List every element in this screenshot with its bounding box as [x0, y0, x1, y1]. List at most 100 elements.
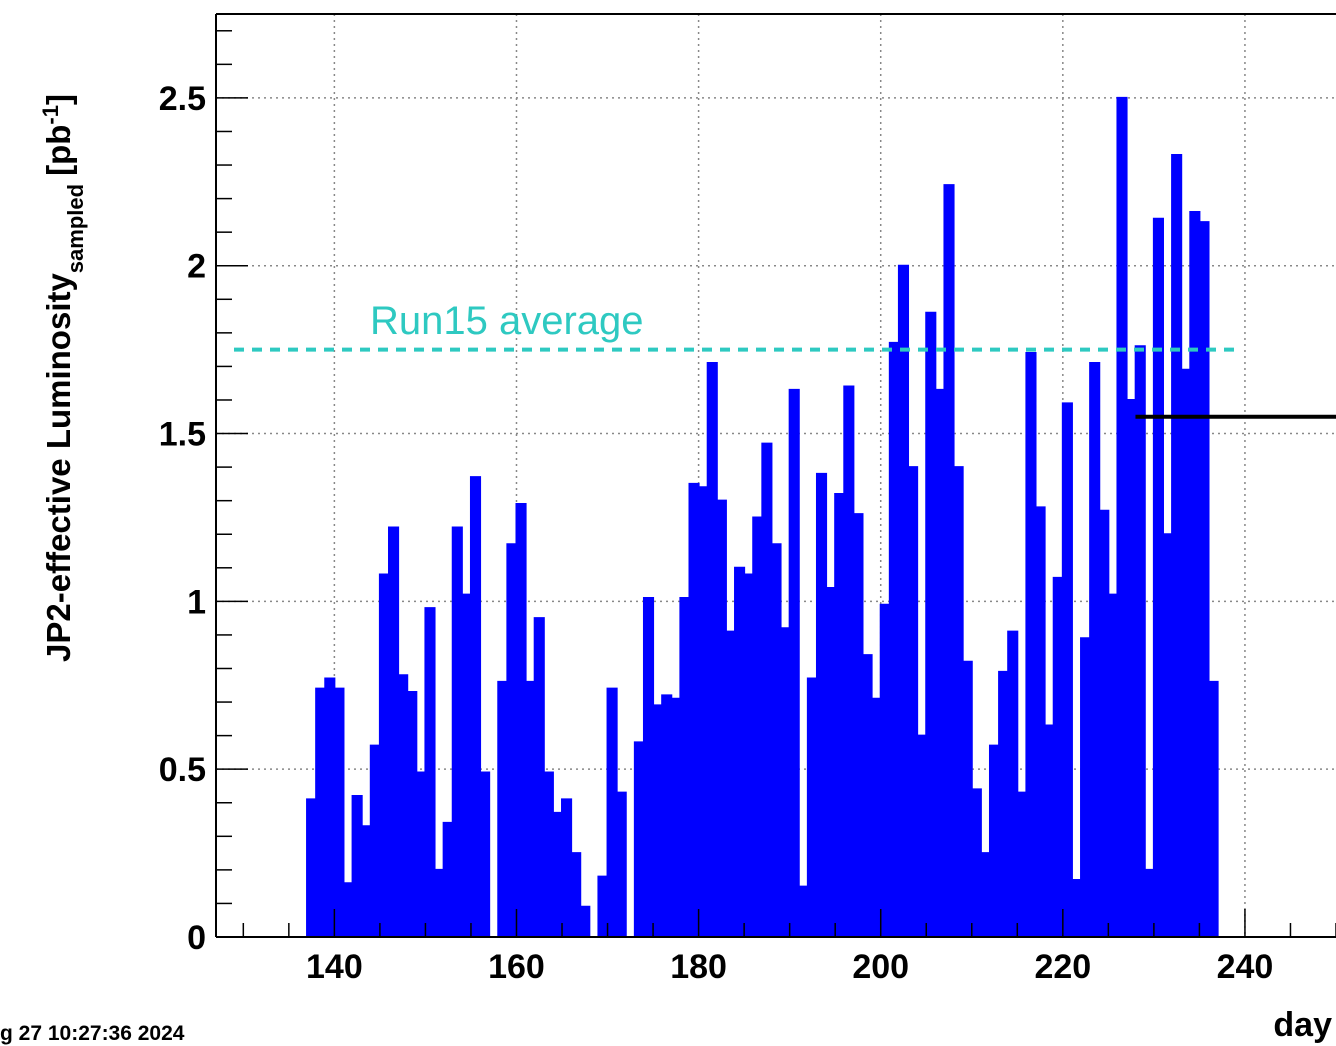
- histogram-bar: [516, 504, 527, 937]
- histogram-bar: [735, 567, 745, 937]
- histogram-bar: [316, 688, 326, 937]
- x-tick-label: 160: [488, 948, 545, 986]
- histogram-bar: [452, 527, 463, 937]
- histogram-bar: [989, 745, 1000, 937]
- histogram-bar: [307, 799, 317, 937]
- histogram-bar: [926, 312, 936, 937]
- histogram-bar: [1172, 154, 1182, 937]
- histogram-bar: [1035, 507, 1046, 937]
- histogram-bar: [398, 675, 408, 937]
- histogram-bar: [1144, 869, 1155, 937]
- y-tick-label: 1.5: [159, 416, 206, 454]
- histogram-bar: [962, 661, 973, 937]
- histogram-bar: [762, 443, 773, 937]
- histogram-bar: [1044, 725, 1055, 937]
- histogram-bar: [607, 688, 618, 937]
- histogram-bar: [716, 500, 727, 937]
- x-tick-label: 200: [852, 948, 909, 986]
- histogram-bar: [835, 493, 845, 937]
- histogram-bar: [816, 473, 827, 937]
- histogram-bar: [908, 467, 918, 937]
- histogram-bar: [580, 906, 590, 937]
- y-tick-label: 2.5: [159, 80, 206, 118]
- histogram-bar: [944, 185, 955, 937]
- histogram-bar: [780, 628, 791, 937]
- histogram-bar: [361, 826, 372, 937]
- histogram-bar: [634, 742, 645, 937]
- histogram-bar: [1117, 97, 1128, 938]
- histogram-bar: [470, 477, 481, 937]
- histogram-bar: [871, 698, 882, 937]
- histogram-bar: [1081, 638, 1091, 937]
- histogram-bar: [480, 772, 490, 937]
- y-tick-label: 2: [187, 248, 206, 286]
- histogram-bar: [807, 678, 818, 937]
- histogram-bar: [671, 698, 681, 937]
- histogram-bar: [1062, 403, 1073, 937]
- y-tick-label: 0: [187, 919, 206, 957]
- histogram-bar: [662, 695, 672, 937]
- axes: [215, 13, 1336, 938]
- histogram-bar: [370, 745, 381, 937]
- histogram-bar: [771, 544, 782, 937]
- x-axis-title: day: [1273, 1006, 1332, 1044]
- histogram-bar: [744, 574, 754, 937]
- histogram-bar: [325, 678, 335, 937]
- histogram-bar: [935, 389, 946, 937]
- histogram-bar: [416, 772, 427, 937]
- histogram-bar: [525, 681, 536, 937]
- histogram-bar: [1099, 510, 1109, 937]
- y-axis-title: JP2-effective Luminositysampled[pb-1]: [38, 94, 88, 662]
- histogram-bar: [1090, 363, 1100, 937]
- histogram-bar: [543, 772, 554, 937]
- histogram-bar: [826, 587, 836, 937]
- histogram-bar: [443, 822, 454, 937]
- histogram-bar: [653, 705, 663, 937]
- histogram-bar: [571, 853, 581, 937]
- histogram-bar: [1190, 212, 1201, 937]
- histogram-bar: [953, 467, 964, 937]
- histogram-bar: [498, 681, 508, 937]
- x-tick-label: 220: [1034, 948, 1091, 986]
- histogram-bar: [352, 796, 363, 937]
- histogram-bar: [844, 386, 854, 937]
- histogram-bar: [689, 483, 700, 937]
- histogram-bar: [707, 363, 718, 937]
- histogram-bar: [1162, 534, 1173, 937]
- histogram-bar: [534, 618, 545, 937]
- axis-labels: 0 0.5 1 1.5 2 2.5 140 160 180 200 220 240: [159, 80, 1274, 986]
- histogram-bar: [798, 886, 809, 937]
- histogram-bar: [789, 389, 800, 937]
- histogram-bar: [1008, 631, 1018, 937]
- histogram-bar: [889, 342, 900, 937]
- histogram-bar: [379, 574, 390, 937]
- x-tick-label: 240: [1217, 948, 1274, 986]
- histogram-bar: [552, 812, 563, 937]
- histogram-bar: [616, 792, 627, 937]
- histogram-outline: [306, 96, 1227, 938]
- histogram-bar: [643, 598, 654, 937]
- histogram-bar: [898, 265, 909, 937]
- histogram-bar: [425, 608, 436, 937]
- histogram-bar: [1053, 577, 1064, 937]
- histogram-bar: [980, 853, 991, 937]
- histogram-bar: [1108, 594, 1119, 937]
- histogram-bar: [334, 688, 345, 937]
- histogram-bar: [1135, 346, 1146, 937]
- histogram-bar: [1071, 879, 1082, 937]
- run15-average-label: Run15 average: [370, 299, 644, 343]
- histogram-bar: [389, 527, 399, 937]
- histogram-bar: [1017, 792, 1028, 937]
- annotation-lines: [234, 347, 1336, 419]
- histogram-bar: [562, 799, 572, 937]
- histogram-bar: [753, 517, 763, 937]
- histogram-bar: [1153, 218, 1164, 938]
- histogram-bar: [862, 655, 873, 937]
- histogram-bar: [1181, 369, 1191, 937]
- histogram-bar: [971, 789, 982, 937]
- histogram-bar: [434, 869, 445, 937]
- histogram-bar: [598, 876, 609, 937]
- histogram-bar: [1208, 681, 1219, 937]
- histogram-bar: [507, 544, 518, 937]
